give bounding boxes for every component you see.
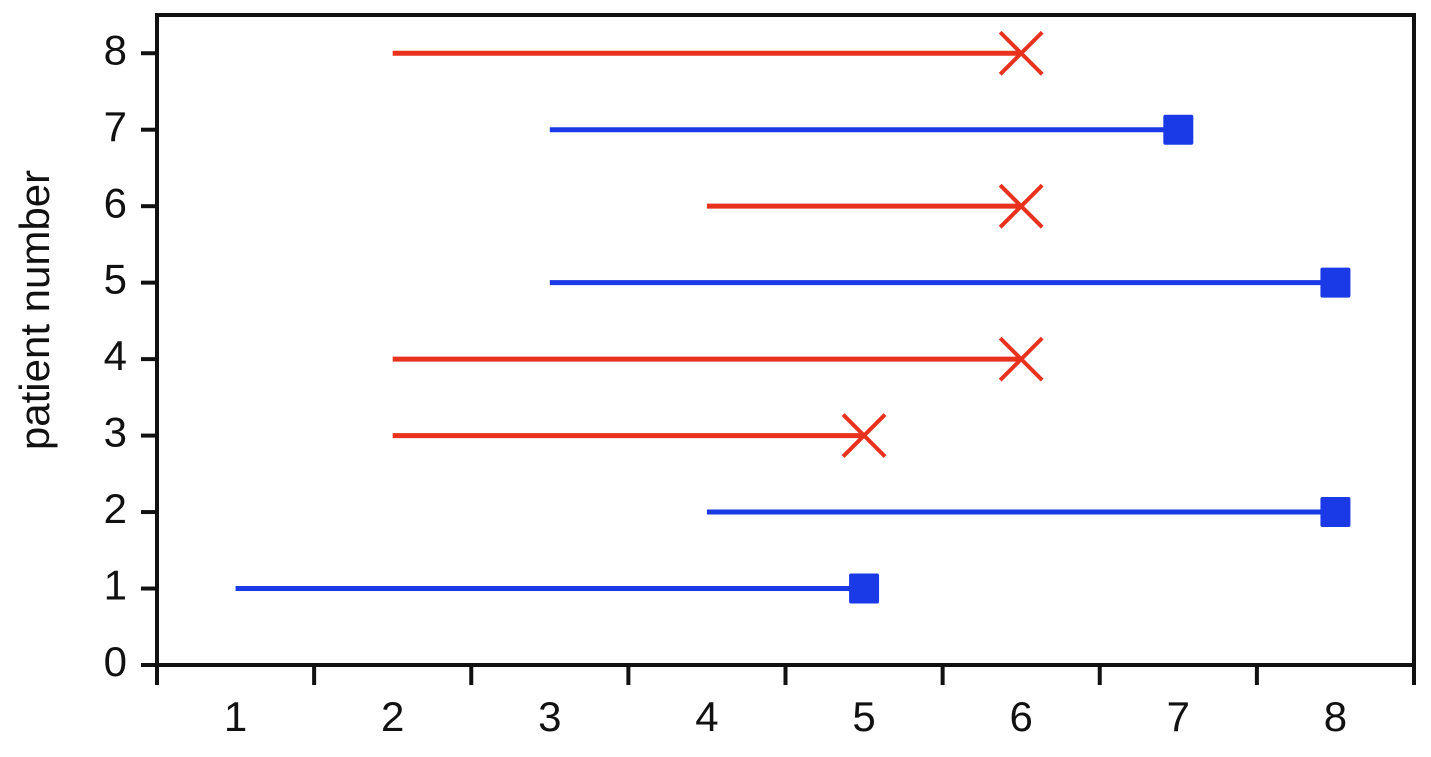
x-tick-label: 8 [1324,693,1347,740]
event-marker [849,573,880,604]
y-tick-label: 6 [104,179,127,226]
x-tick-label: 2 [381,693,404,740]
event-marker [998,30,1044,76]
y-tick-label: 0 [104,638,127,685]
x-tick-label: 1 [224,693,247,740]
x-tick-label: 6 [1010,693,1033,740]
event-marker [998,336,1044,382]
event-marker [841,413,887,459]
y-tick-label: 7 [104,103,127,150]
y-tick-label: 5 [104,256,127,303]
y-tick-label: 2 [104,485,127,532]
x-tick-label: 7 [1167,693,1190,740]
x-tick-label: 3 [538,693,561,740]
x-tick-label: 5 [852,693,875,740]
y-tick-label: 1 [104,562,127,609]
y-tick-label: 8 [104,26,127,73]
y-axis-label: patient number [11,170,58,450]
y-tick-label: 4 [104,332,127,379]
event-marker [1320,267,1351,298]
plot-frame [155,13,1416,667]
event-marker [1163,114,1194,145]
x-tick-label: 4 [695,693,718,740]
y-tick-label: 3 [104,409,127,456]
event-marker [998,183,1044,229]
event-marker [1320,497,1351,528]
